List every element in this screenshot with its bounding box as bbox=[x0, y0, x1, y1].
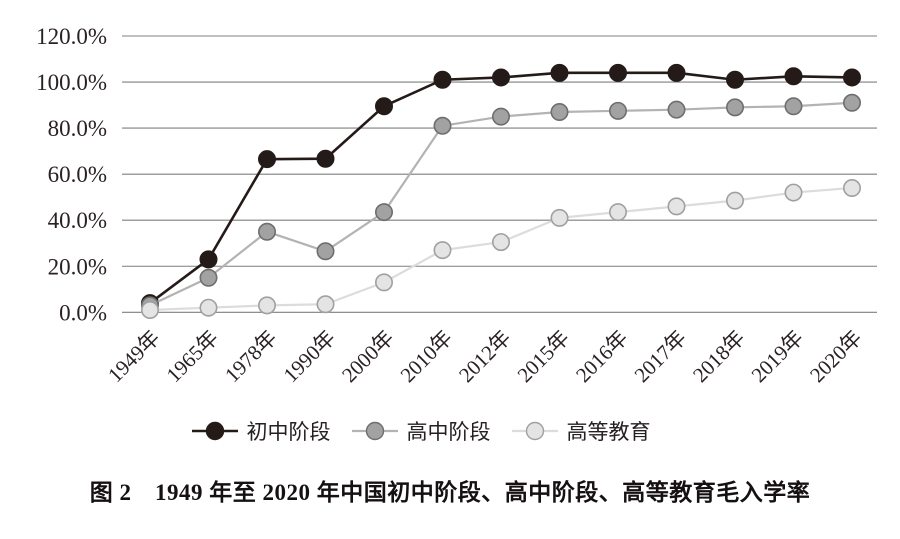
legend-label: 初中阶段 bbox=[246, 420, 331, 444]
data-point bbox=[784, 97, 803, 116]
y-axis-tick-label: 20.0% bbox=[48, 254, 107, 279]
data-point bbox=[433, 241, 452, 260]
legend-label: 高中阶段 bbox=[406, 420, 491, 444]
data-point bbox=[374, 273, 393, 292]
y-axis-tick-label: 0.0% bbox=[59, 300, 107, 325]
data-point bbox=[491, 233, 510, 252]
legend-item-higher-education: 高等教育 bbox=[511, 416, 651, 446]
legend-marker-line-dot-icon bbox=[191, 421, 238, 441]
legend-dot bbox=[365, 421, 384, 441]
data-point bbox=[667, 197, 686, 216]
data-point bbox=[257, 296, 276, 315]
data-point bbox=[843, 68, 861, 87]
x-axis-tick-label: 2016年 bbox=[571, 326, 633, 388]
data-point bbox=[842, 93, 861, 112]
data-point bbox=[726, 70, 744, 89]
data-point bbox=[316, 149, 335, 168]
legend-item-senior-high: 高中阶段 bbox=[351, 416, 491, 446]
x-axis-tick-label: 1990年 bbox=[279, 326, 341, 388]
chart-legend: 初中阶段 高中阶段 高等教育 bbox=[0, 416, 900, 446]
x-axis-tick-label: 1965年 bbox=[162, 326, 224, 388]
legend-marker-line-dot-icon bbox=[351, 421, 398, 441]
data-point bbox=[491, 107, 510, 126]
data-point bbox=[725, 98, 744, 117]
data-point bbox=[784, 67, 803, 86]
data-point bbox=[492, 68, 510, 87]
data-point bbox=[433, 70, 452, 89]
x-axis-tick-label: 2015年 bbox=[513, 326, 575, 388]
x-axis-tick-label: 1949年 bbox=[103, 326, 165, 388]
data-point bbox=[842, 178, 861, 197]
figure-caption: 图 2 1949 年至 2020 年中国初中阶段、高中阶段、高等教育毛入学率 bbox=[89, 480, 811, 505]
data-point bbox=[550, 102, 569, 121]
x-axis-tick-label: 2010年 bbox=[396, 326, 458, 388]
legend-item-junior-middle: 初中阶段 bbox=[191, 416, 331, 446]
data-point bbox=[725, 191, 744, 210]
data-point bbox=[375, 97, 393, 116]
data-point bbox=[199, 250, 218, 269]
data-point bbox=[316, 242, 335, 261]
data-point bbox=[258, 150, 276, 169]
data-point bbox=[609, 63, 627, 82]
data-point bbox=[667, 63, 686, 82]
data-point bbox=[550, 208, 569, 227]
legend-dot bbox=[205, 421, 224, 441]
y-axis-tick-label: 60.0% bbox=[48, 162, 107, 187]
y-axis-tick-label: 80.0% bbox=[48, 116, 107, 141]
data-point bbox=[608, 203, 627, 222]
y-axis-tick-label: 120.0% bbox=[36, 24, 107, 49]
legend-label: 高等教育 bbox=[566, 420, 651, 444]
data-point bbox=[550, 63, 569, 82]
x-axis-tick-label: 2017年 bbox=[630, 326, 692, 388]
data-point bbox=[199, 298, 218, 317]
y-axis-tick-label: 100.0% bbox=[36, 70, 107, 95]
x-axis-tick-label: 2019年 bbox=[747, 326, 809, 388]
legend-marker-line-dot-icon bbox=[511, 421, 558, 441]
data-point bbox=[316, 295, 335, 314]
data-point bbox=[608, 101, 627, 120]
x-axis-tick-label: 2018年 bbox=[688, 326, 750, 388]
series-line-1 bbox=[149, 101, 853, 307]
line-chart: 0.0% 20.0% 40.0% 60.0% 80.0% 100.0% 120.0% 1949… bbox=[36, 24, 877, 388]
x-axis-tick-label: 2012年 bbox=[454, 326, 516, 388]
x-axis-tick-label: 1978年 bbox=[220, 326, 282, 388]
legend-dot bbox=[525, 421, 544, 441]
data-point bbox=[433, 116, 452, 135]
x-axis-tick-label: 2000年 bbox=[337, 326, 399, 388]
data-point bbox=[141, 300, 160, 319]
data-point bbox=[784, 183, 803, 202]
data-point bbox=[199, 268, 218, 287]
data-point bbox=[257, 222, 276, 241]
y-axis-tick-label: 40.0% bbox=[48, 208, 107, 233]
data-point bbox=[667, 100, 686, 119]
x-axis-tick-label: 2020年 bbox=[805, 326, 867, 388]
data-point bbox=[374, 203, 393, 222]
